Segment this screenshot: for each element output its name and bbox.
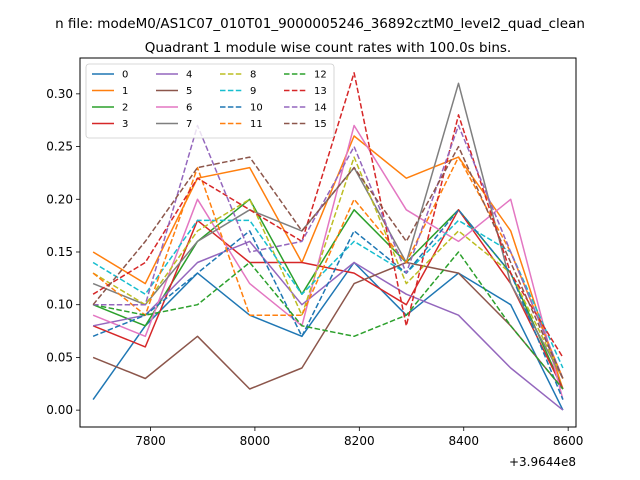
plot-frame: [79, 57, 577, 428]
legend-label-3: 3: [122, 119, 128, 130]
series-line-5: [92, 261, 564, 390]
series-lines: [92, 72, 564, 411]
y-tick-label: 0.15: [46, 245, 73, 259]
legend-label-1: 1: [122, 86, 128, 97]
legend-label-13: 13: [314, 86, 327, 97]
legend-label-8: 8: [250, 70, 256, 81]
legend-box: [85, 63, 335, 139]
y-tick-label: 0.10: [46, 298, 73, 312]
y-tick-label: 0.20: [46, 192, 73, 206]
y-tick-label: 0.00: [46, 403, 73, 417]
y-tick-label: 0.30: [46, 87, 73, 101]
legend-label-6: 6: [186, 103, 192, 114]
series-line-8: [92, 156, 564, 379]
y-tick-label: 0.05: [46, 350, 73, 364]
legend-label-9: 9: [250, 86, 256, 97]
legend-label-5: 5: [186, 86, 192, 97]
y-axis: 0.00 0.05 0.10 0.15 0.20 0.25 0.30: [46, 87, 80, 417]
legend-label-0: 0: [122, 70, 128, 81]
series-line-15: [92, 145, 564, 379]
legend-label-12: 12: [314, 70, 327, 81]
series-line-11: [92, 156, 564, 379]
x-axis-offset-label: +3.9644e8: [509, 455, 576, 469]
series-line-14: [93, 124, 564, 379]
legend-label-11: 11: [250, 119, 263, 130]
chart-title: Quadrant 1 module wise count rates with …: [145, 40, 511, 56]
legend-label-4: 4: [186, 70, 192, 81]
x-tick-label: 7800: [135, 434, 166, 448]
legend-label-15: 15: [314, 119, 327, 130]
series-line-10: [92, 209, 564, 400]
series-line-12: [92, 251, 564, 390]
legend-label-10: 10: [250, 103, 263, 114]
legend-label-2: 2: [122, 103, 128, 114]
series-line-9: [92, 219, 564, 369]
series-line-13: [92, 72, 564, 358]
x-tick-label: 8000: [240, 434, 271, 448]
x-tick-label: 8400: [448, 434, 479, 448]
legend-label-14: 14: [314, 103, 327, 114]
x-tick-label: 8600: [553, 434, 584, 448]
x-tick-label: 8200: [344, 434, 375, 448]
series-line-3: [92, 209, 564, 390]
legend-label-7: 7: [186, 119, 192, 130]
figure-suptitle: n file: modeM0/AS1C07_010T01_9000005246_…: [55, 16, 585, 32]
y-tick-label: 0.25: [46, 140, 73, 154]
x-axis: 7800 8000 8200 8400 8600: [135, 427, 583, 448]
